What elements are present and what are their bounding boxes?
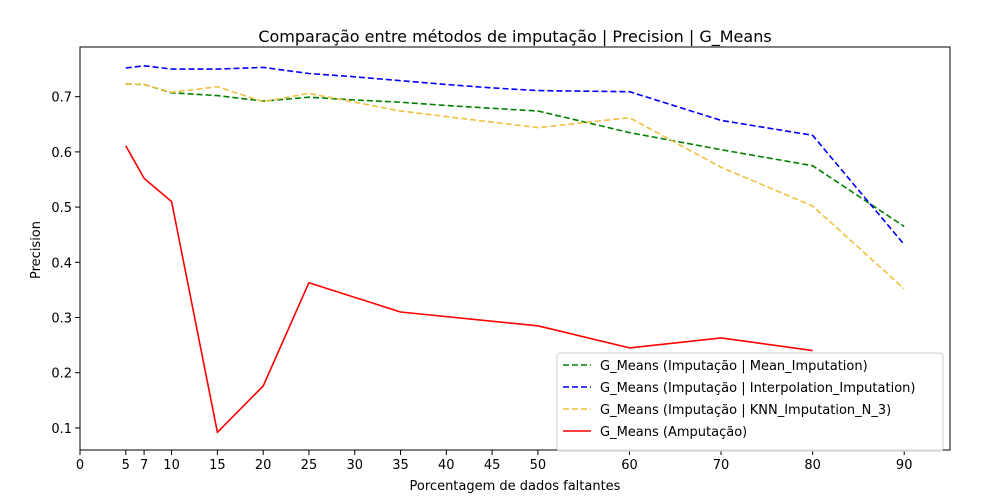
x-tick-label: 0	[76, 458, 84, 473]
x-tick-label: 90	[896, 458, 913, 473]
y-tick-label: 0.2	[51, 367, 72, 382]
legend-label: G_Means (Imputação | KNN_Imputation_N_3)	[600, 403, 891, 418]
x-tick-label: 25	[301, 458, 318, 473]
y-tick-label: 0.6	[51, 146, 72, 161]
x-tick-label: 80	[804, 458, 821, 473]
x-tick-label: 50	[530, 458, 547, 473]
chart-title: Comparação entre métodos de imputação | …	[258, 27, 771, 47]
x-tick-label: 20	[255, 458, 272, 473]
y-tick-label: 0.5	[51, 201, 72, 216]
y-axis: 0.1 0.2 0.3 0.4 0.5 0.6 0.7	[51, 91, 80, 437]
x-tick-label: 7	[140, 458, 148, 473]
y-tick-label: 0.7	[51, 91, 72, 106]
x-tick-label: 40	[438, 458, 455, 473]
y-axis-title: Precision	[29, 221, 44, 279]
series-line-3	[125, 83, 905, 290]
x-tick-label: 5	[122, 458, 130, 473]
x-tick-label: 60	[621, 458, 638, 473]
x-tick-label: 30	[346, 458, 363, 473]
legend: G_Means (Imputação | Mean_Imputation) G_M…	[556, 352, 944, 452]
x-axis-title: Porcentagem de dados faltantes	[410, 479, 621, 494]
series-line-4	[125, 145, 813, 434]
legend-box	[556, 352, 944, 452]
x-tick-label: 45	[484, 458, 501, 473]
x-tick-label: 70	[713, 458, 730, 473]
y-tick-label: 0.1	[51, 422, 72, 437]
x-tick-label: 10	[163, 458, 180, 473]
x-tick-label: 15	[209, 458, 226, 473]
x-tick-label: 35	[392, 458, 409, 473]
y-tick-label: 0.4	[51, 256, 72, 271]
y-tick-label: 0.3	[51, 312, 72, 327]
series-line-1	[125, 83, 905, 228]
series-layer	[125, 65, 905, 434]
legend-label: G_Means (Amputação)	[600, 425, 747, 440]
plot-frame	[79, 46, 951, 451]
series-line-2	[125, 65, 905, 246]
x-axis: 0 5 7 10 15 20 25 30 35 40 45 50 60 70 80 90	[76, 450, 913, 473]
legend-label: G_Means (Imputação | Mean_Imputation)	[600, 359, 868, 374]
legend-label: G_Means (Imputação | Interpolation_Imput…	[600, 381, 915, 396]
